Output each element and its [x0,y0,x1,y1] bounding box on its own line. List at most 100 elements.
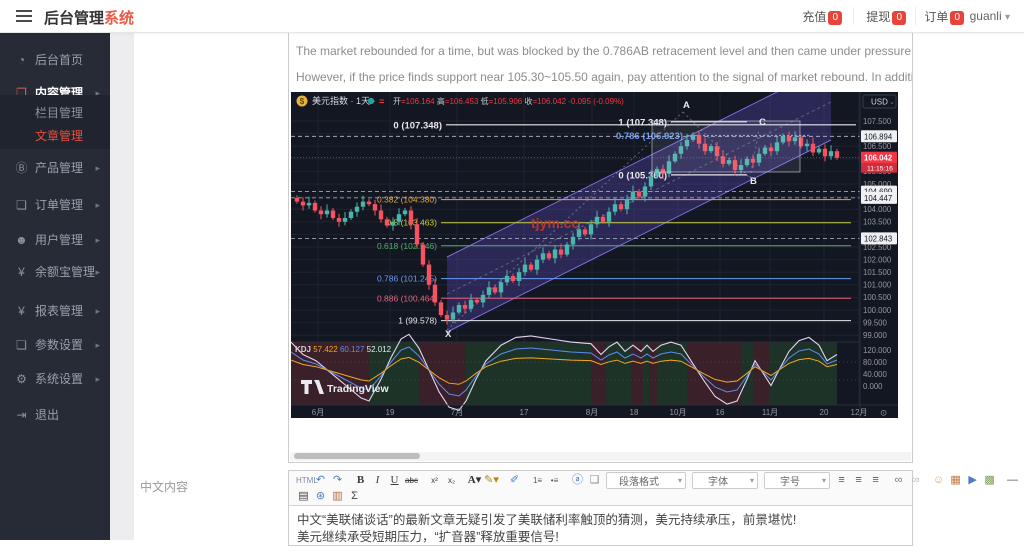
english-line-2: However, if the price finds support near… [296,70,912,84]
svg-text:0 (105.360): 0 (105.360) [618,170,667,181]
preview-button[interactable]: ⊛ [315,490,326,502]
svg-text:106.894: 106.894 [864,132,893,141]
hamburger-menu-icon[interactable] [16,10,32,22]
english-content-editor[interactable]: The market rebounded for a time, but was… [288,32,913,463]
withdraw-stat[interactable]: 提现 0 [866,8,906,25]
svg-text:17: 17 [520,408,529,417]
map-button[interactable]: ▩ [984,474,995,486]
formatmatch-button[interactable]: ✐ [509,474,520,486]
sidebar-item-6[interactable]: ¥ 报表管理 ▸ [0,300,110,322]
anchor-button[interactable]: ⓐ [572,474,583,486]
svg-text:102.000: 102.000 [863,255,892,264]
header-separator [853,7,854,25]
svg-text:⌄: ⌄ [889,99,895,106]
ordered-list-button[interactable]: 1≡ [532,476,543,485]
paragraph-format-select[interactable]: 段落格式 ▾ [606,472,687,489]
content-icon: ❐ [16,86,27,100]
cn-line-1: 中文“美联储谈话”的最新文章无疑引发了美联储利率触顶的猜测，美元持续承压，前景堪… [297,513,797,527]
scrollbar-thumb[interactable] [294,453,420,459]
user-dropdown[interactable]: guanli ▾ [969,9,1010,23]
user-icon: ☻ [15,233,28,247]
sidebar-subitem-1[interactable]: 文章管理 [35,129,84,143]
sidebar-item-8[interactable]: ⚙ 系统设置 ▸ [0,368,110,390]
svg-text:TradingView: TradingView [327,383,389,395]
sidebar-item-4[interactable]: ☻ 用户管理 ▸ [0,229,110,251]
horizontal-rule-button[interactable]: — [1007,474,1019,486]
cleardoc-button[interactable]: ❏ [589,474,600,486]
dashboard-icon: ◔ [17,53,26,67]
bold-button[interactable]: B [356,474,365,486]
svg-text:美元指数 · 1天 ·: 美元指数 · 1天 · [312,95,376,106]
svg-text:16: 16 [716,408,725,417]
svg-text:101.500: 101.500 [863,268,892,277]
link-button[interactable]: ∞ [894,474,903,486]
sidebar-gutter [110,32,134,540]
chevron-right-icon: ▸ [95,306,100,316]
sidebar-item-7[interactable]: ❏ 参数设置 ▸ [0,334,110,356]
orders-badge: 0 [950,11,964,25]
xabc-pattern-lines [446,111,760,331]
price-axis: USD⌄107.500106.500105.500105.000104.0001… [859,92,898,418]
sidebar-item-5[interactable]: ¥ 余额宝管理 ▸ [0,261,110,283]
undo-button[interactable]: ↶ [315,474,326,486]
svg-text:$: $ [300,97,305,106]
svg-text:B: B [750,176,757,187]
sidebar-item-3[interactable]: ❏ 订单管理 ▸ [0,194,110,216]
chart-legend: $ 美元指数 · 1天 · = 开=106.164 高=106.453 低=105.9… [296,95,624,107]
unordered-list-button[interactable]: •≡ [550,476,559,485]
chevron-right-icon: ▸ [95,340,100,350]
svg-text:A: A [683,100,690,111]
svg-text:102.500: 102.500 [863,243,892,252]
editor-body[interactable]: 中文“美联储谈话”的最新文章无疑引发了美联储利率触顶的猜测，美元持续承压，前景堪… [289,506,912,552]
formula-button[interactable]: Σ [351,490,358,502]
orders-stat[interactable]: 订单 0 [924,8,964,25]
app-title-black: 后台管理 [44,10,105,27]
svg-text:0.886 (100.464): 0.886 (100.464) [377,293,437,303]
symbol-coin-icon [296,95,308,107]
watermark: tjym.cc [531,215,579,231]
svg-text:18: 18 [630,408,639,417]
backcolor-button[interactable]: ✎▾ [484,474,499,486]
chevron-down-icon: ▾ [750,476,755,485]
source-button[interactable]: HTML [296,476,318,485]
sidebar-subitem-0[interactable]: 栏目管理 [35,106,84,120]
order-icon: ❏ [16,198,27,212]
svg-text:100.000: 100.000 [863,306,892,315]
justify-left-button[interactable]: ≡ [838,474,845,486]
font-family-select[interactable]: 字体 ▾ [692,472,759,489]
strikethrough-button[interactable]: abc [405,476,418,485]
video-button[interactable]: ▶ [968,474,977,486]
svg-text:0.382 (104.380): 0.382 (104.380) [377,195,437,205]
justify-right-button[interactable]: ≡ [872,474,879,486]
emoji-button[interactable]: ☺ [932,474,945,486]
recharge-stat[interactable]: 充值 0 [802,8,842,25]
chevron-right-icon: ▸ [95,163,100,173]
sidebar-item-2[interactable]: Ⓑ 产品管理 ▸ [0,157,110,179]
font-size-select[interactable]: 字号 ▾ [764,472,831,489]
forecolor-button[interactable]: A▾ [467,474,482,486]
horizontal-scrollbar[interactable] [290,452,911,461]
superscript-button[interactable]: x² [431,476,438,485]
svg-text:0.786 (101.245): 0.786 (101.245) [377,274,437,284]
subscript-button[interactable]: x₂ [447,476,456,485]
underline-button[interactable]: U [390,474,399,486]
sidebar-item-9[interactable]: ⇥ 退出 [0,404,110,426]
tradingview-chart-image: 0.382 (104.380)0.5 (103.463)0.618 (102.5… [290,64,898,418]
svg-text:20: 20 [820,408,829,417]
justify-center-button[interactable]: ≡ [855,474,862,486]
chevron-down-icon: ▾ [1004,12,1010,23]
chevron-right-icon: ▸ [95,200,100,210]
print-button[interactable]: ▤ [298,490,309,502]
app-title: 后台管理系统 [44,7,134,28]
buy-dot-icon [367,97,375,105]
redo-button[interactable]: ↷ [332,474,343,486]
top-header: 后台管理系统 充值 0 提现 0 订单 0 guanli ▾ [0,0,1024,33]
image-button[interactable]: ▦ [950,474,961,486]
unlink-button[interactable]: ∞ [911,474,920,486]
paste-button[interactable]: ▥ [332,490,343,502]
sidebar-item-0[interactable]: ◔ 后台首页 [0,49,110,71]
svg-text:106.500: 106.500 [863,142,892,151]
italic-button[interactable]: I [375,474,380,486]
